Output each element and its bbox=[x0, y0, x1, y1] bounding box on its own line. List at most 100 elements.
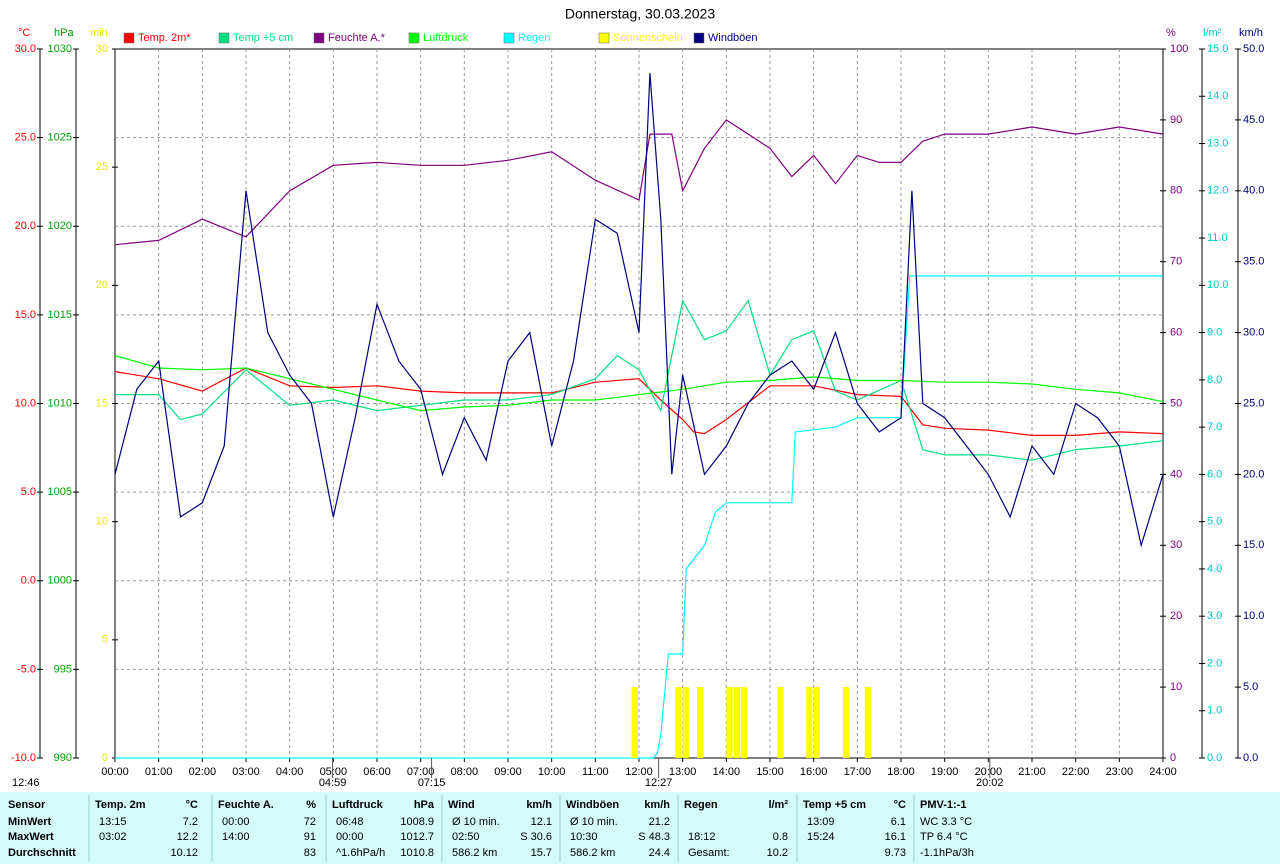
y-tick-label: 50.0 bbox=[1243, 43, 1264, 55]
y-tick-label: 70 bbox=[1170, 256, 1182, 268]
y-tick-label: 60 bbox=[1170, 327, 1182, 339]
chart-title: Donnerstag, 30.03.2023 bbox=[565, 6, 715, 22]
column-unit: % bbox=[306, 799, 316, 811]
cell-value: 9.73 bbox=[885, 847, 906, 859]
cell-text: -1.1hPa/3h bbox=[920, 847, 974, 859]
column-header: Feuchte A. bbox=[218, 799, 274, 811]
y-tick-label: 12.0 bbox=[1207, 185, 1228, 197]
cell-value: 10.2 bbox=[767, 847, 788, 859]
cell-value: 83 bbox=[304, 847, 316, 859]
x-tick-label: 20:00 bbox=[975, 766, 1003, 778]
column-unit: °C bbox=[186, 799, 198, 811]
sunshine-bar bbox=[726, 687, 733, 758]
y-tick-label: 5.0 bbox=[1207, 516, 1222, 528]
y-tick-label: 1020 bbox=[48, 220, 72, 232]
cell-value: 0.8 bbox=[773, 831, 788, 843]
cell-text: 00:00 bbox=[336, 831, 364, 843]
y-tick-label: 995 bbox=[54, 663, 72, 675]
cell-value: 21.2 bbox=[649, 816, 670, 828]
cell-text: 00:00 bbox=[222, 816, 250, 828]
cell-text: 02:50 bbox=[452, 831, 480, 843]
y-tick-label: 45.0 bbox=[1243, 114, 1264, 126]
y-tick-label: 10 bbox=[96, 516, 108, 528]
axis-unit: min bbox=[90, 27, 108, 39]
y-tick-label: 1005 bbox=[48, 486, 72, 498]
cell-text: 18:12 bbox=[688, 831, 716, 843]
cell-value: 24.4 bbox=[649, 847, 670, 859]
column-header: Sensor bbox=[8, 799, 46, 811]
sunshine-bar bbox=[675, 687, 682, 758]
x-tick-label: 21:00 bbox=[1018, 766, 1046, 778]
sunshine-bar bbox=[864, 687, 872, 758]
x-tick-label: 14:00 bbox=[713, 766, 741, 778]
x-tick-label: 22:00 bbox=[1062, 766, 1090, 778]
series-line bbox=[114, 73, 1164, 548]
y-tick-label: 40 bbox=[1170, 468, 1182, 480]
series-line bbox=[114, 367, 1164, 436]
series-line bbox=[114, 355, 1164, 412]
y-tick-label: 25.0 bbox=[1243, 397, 1264, 409]
y-tick-label: 0 bbox=[102, 752, 108, 764]
y-tick-label: 30.0 bbox=[1243, 327, 1264, 339]
series-line bbox=[114, 119, 1164, 246]
x-tick-label: 16:00 bbox=[800, 766, 828, 778]
y-tick-label: 1025 bbox=[48, 132, 72, 144]
y-tick-label: 0.0 bbox=[1243, 752, 1258, 764]
column-header: PMV-1:-1 bbox=[920, 799, 966, 811]
column-header: Windböen bbox=[566, 799, 619, 811]
y-tick-label: 8.0 bbox=[1207, 374, 1222, 386]
y-tick-label: 1000 bbox=[48, 575, 72, 587]
y-tick-label: 1010 bbox=[48, 397, 72, 409]
axis-unit: hPa bbox=[54, 27, 74, 39]
y-tick-label: 15.0 bbox=[15, 309, 36, 321]
cell-value: S 30.6 bbox=[520, 831, 552, 843]
cell-text: 14:00 bbox=[222, 831, 250, 843]
cell-text: 13:09 bbox=[807, 816, 835, 828]
y-tick-label: 35.0 bbox=[1243, 256, 1264, 268]
legend-label: Feuchte A.* bbox=[328, 32, 386, 44]
sunshine-bar bbox=[842, 687, 850, 758]
axis-unit: km/h bbox=[1239, 27, 1263, 39]
corner-note: 12:46 bbox=[12, 777, 40, 789]
sunshine-bar bbox=[740, 687, 748, 758]
x-tick-label: 03:00 bbox=[232, 766, 260, 778]
x-tick-label: 09:00 bbox=[494, 766, 522, 778]
x-tick-label: 15:00 bbox=[756, 766, 784, 778]
x-tick-label: 04:00 bbox=[276, 766, 304, 778]
y-tick-label: -5.0 bbox=[17, 663, 36, 675]
y-tick-label: 10 bbox=[1170, 681, 1182, 693]
cell-text: 03:02 bbox=[99, 831, 127, 843]
sunshine-bar bbox=[777, 687, 784, 758]
x-tick-label: 05:00 bbox=[320, 766, 348, 778]
x-tick-label: 01:00 bbox=[145, 766, 173, 778]
x-tick-label: 13:00 bbox=[669, 766, 697, 778]
y-tick-label: 20 bbox=[1170, 610, 1182, 622]
cell-text: Ø 10 min. bbox=[452, 816, 500, 828]
sunshine-bar bbox=[631, 687, 638, 758]
y-tick-label: 20.0 bbox=[15, 220, 36, 232]
x-tick-label: 06:00 bbox=[363, 766, 391, 778]
cell-value: S 48.3 bbox=[638, 831, 670, 843]
annotation-label: 12:27 bbox=[645, 777, 673, 789]
axis-unit: l/m² bbox=[1203, 27, 1222, 39]
column-unit: km/h bbox=[644, 799, 670, 811]
y-tick-label: 4.0 bbox=[1207, 563, 1222, 575]
cell-text: 15:24 bbox=[807, 831, 835, 843]
cell-value: 16.1 bbox=[885, 831, 906, 843]
y-tick-label: 20 bbox=[96, 279, 108, 291]
column-header: Luftdruck bbox=[332, 799, 384, 811]
cell-value: 72 bbox=[304, 816, 316, 828]
y-tick-label: 10.0 bbox=[1207, 279, 1228, 291]
legend-swatch bbox=[218, 32, 230, 44]
y-tick-label: 990 bbox=[54, 752, 72, 764]
column-header: Temp +5 cm bbox=[803, 799, 866, 811]
y-tick-label: 11.0 bbox=[1207, 232, 1228, 244]
legend-swatch bbox=[408, 32, 420, 44]
axis-unit: °C bbox=[18, 27, 30, 39]
sunshine-bar bbox=[806, 687, 813, 758]
x-tick-label: 08:00 bbox=[451, 766, 479, 778]
sunshine-bar bbox=[733, 687, 741, 758]
cell-value: 1012.7 bbox=[400, 831, 434, 843]
